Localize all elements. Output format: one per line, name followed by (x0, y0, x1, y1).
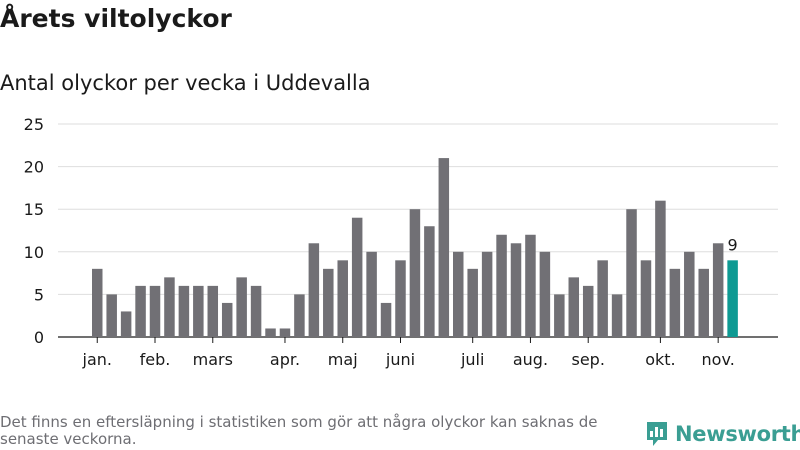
bars (92, 158, 738, 337)
bar (193, 285, 204, 337)
bar (92, 268, 103, 337)
bar (366, 251, 377, 337)
y-axis-ticks: 0 5 10 15 20 25 (24, 115, 44, 347)
bar (640, 260, 652, 337)
bar (510, 243, 522, 337)
bar (554, 294, 565, 337)
bar (135, 285, 146, 337)
bar-chart-logo-icon (647, 422, 667, 446)
bar (669, 268, 681, 337)
x-tick-label: okt. (645, 350, 675, 369)
bar (582, 285, 594, 337)
x-tick-label: aug. (513, 350, 548, 369)
bar (178, 285, 190, 337)
last-value-label: 9 (728, 235, 738, 254)
bar (712, 243, 724, 337)
bar (467, 268, 478, 337)
x-tick-label: sep. (571, 350, 604, 369)
bar (380, 302, 392, 337)
y-tick-label: 0 (34, 328, 44, 347)
data-labels: 9 (728, 235, 738, 254)
y-tick-label: 10 (24, 243, 44, 262)
bar (351, 217, 363, 337)
bar (424, 226, 435, 337)
bar (453, 251, 464, 337)
x-tick-label: mars (193, 350, 233, 369)
bar (207, 285, 219, 337)
bar (611, 294, 623, 337)
bar (395, 260, 406, 337)
bar-chart: 0 5 10 15 20 25 jan. feb. mars apr. maj juni juli au… (24, 115, 778, 369)
footnote: Det finns en eftersläpning i statistiken… (0, 413, 598, 448)
bar (539, 251, 551, 337)
bar (698, 268, 709, 337)
brand-name: Newsworthy (675, 422, 800, 446)
chart-title: Årets viltolyckor (0, 4, 232, 33)
x-tick-label: juli (460, 350, 484, 369)
bar (525, 234, 536, 337)
bar (481, 251, 493, 337)
bar (438, 158, 450, 337)
bar (294, 294, 305, 337)
bar (409, 209, 421, 337)
y-tick-label: 20 (24, 158, 44, 177)
y-tick-label: 15 (24, 200, 44, 219)
y-tick-label: 5 (34, 285, 44, 304)
bar (164, 277, 175, 337)
bar (597, 260, 608, 337)
x-tick-label: apr. (270, 350, 300, 369)
bar (149, 285, 161, 337)
x-tick-label: juni (385, 350, 415, 369)
bar (279, 328, 291, 337)
bar (308, 243, 320, 337)
bar (655, 200, 666, 337)
y-tick-label: 25 (24, 115, 44, 134)
bar (496, 234, 507, 337)
bar-highlighted (727, 260, 738, 337)
bar (250, 285, 262, 337)
x-tick-label: nov. (702, 350, 735, 369)
bar (120, 311, 132, 337)
brand-logo: Newsworthy (645, 418, 800, 450)
x-tick-label: maj (328, 350, 358, 369)
bar (337, 260, 348, 337)
bar (684, 251, 695, 337)
x-tick-label: jan. (82, 350, 112, 369)
chart-subtitle: Antal olyckor per vecka i Uddevalla (0, 71, 371, 95)
bar (106, 294, 117, 337)
bar (221, 302, 233, 337)
bar (626, 209, 637, 337)
bar (236, 277, 247, 337)
x-axis-ticks: jan. feb. mars apr. maj juni juli aug. sep. okt. n… (82, 337, 735, 369)
bar (265, 328, 276, 337)
bar (568, 277, 580, 337)
bar (323, 268, 334, 337)
x-tick-label: feb. (140, 350, 171, 369)
